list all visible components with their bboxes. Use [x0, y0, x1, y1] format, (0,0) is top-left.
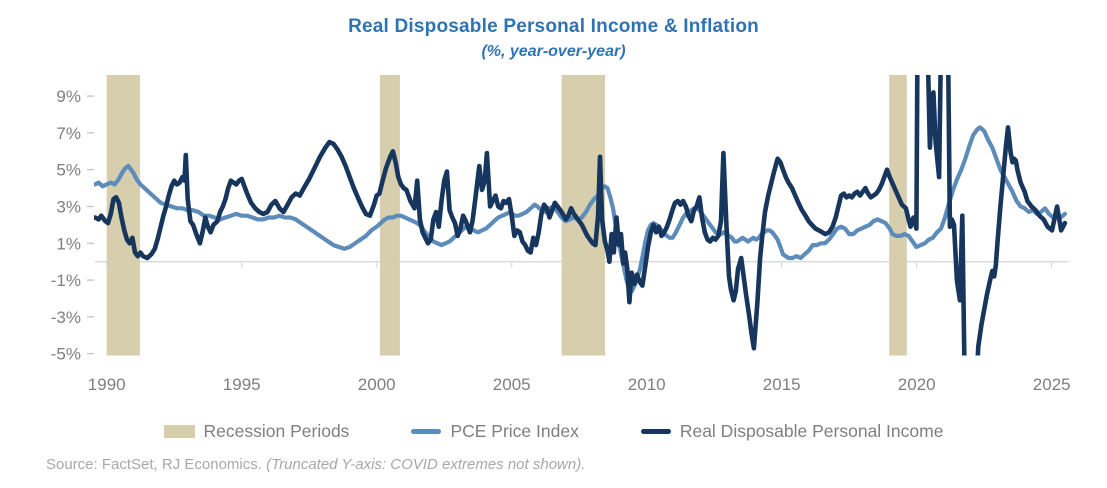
rdpi-line [94, 74, 1068, 356]
legend: Recession Periods PCE Price Index Real D… [0, 421, 1107, 442]
rdpi-line-swatch-icon [640, 429, 671, 434]
legend-item-recession-periods: Recession Periods [163, 421, 350, 442]
y-axis-label: 9% [56, 87, 81, 106]
y-axis-label: 1% [56, 234, 81, 253]
pce-line-swatch-icon [411, 429, 442, 434]
y-axis-label: -5% [51, 345, 81, 364]
x-axis-label: 1990 [88, 375, 126, 394]
y-axis-label: -3% [51, 308, 81, 327]
recession-band-swatch-icon [163, 425, 195, 438]
y-axis-label: 3% [56, 198, 81, 217]
chart-title: Real Disposable Personal Income & Inflat… [348, 16, 759, 37]
legend-item-pce-price-index: PCE Price Index [411, 421, 579, 442]
x-axis-label: 1995 [223, 375, 261, 394]
source-text: Source: FactSet, RJ Economics. [46, 456, 262, 473]
y-axis-label: 7% [56, 124, 81, 143]
x-axis-label: 2010 [628, 375, 666, 394]
recession-band [889, 74, 907, 356]
legend-label: PCE Price Index [450, 421, 579, 441]
chart-subtitle: (%, year-over-year) [481, 43, 626, 60]
source-note: Source: FactSet, RJ Economics. (Truncate… [46, 456, 585, 473]
legend-item-real-disposable-personal-income: Real Disposable Personal Income [640, 421, 944, 442]
x-axis-label: 2020 [898, 375, 936, 394]
x-axis-label: 2025 [1033, 375, 1071, 394]
legend-label: Real Disposable Personal Income [679, 421, 944, 441]
y-axis-label: -1% [51, 271, 81, 290]
source-note-italic: (Truncated Y-axis: COVID extremes not sh… [266, 456, 586, 473]
x-axis-label: 2015 [763, 375, 801, 394]
y-axis-label: 5% [56, 161, 81, 180]
x-axis-label: 2000 [358, 375, 396, 394]
recession-band [379, 74, 400, 356]
x-axis-label: 2005 [493, 375, 531, 394]
legend-label: Recession Periods [203, 421, 350, 441]
